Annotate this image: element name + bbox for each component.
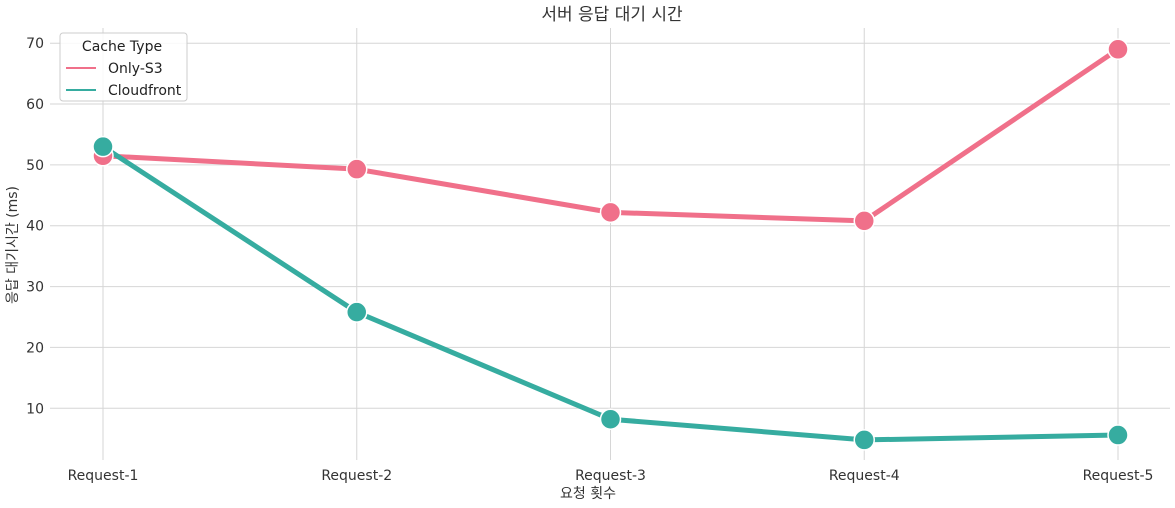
y-tick-label: 30 <box>26 280 44 296</box>
legend-label-only-s3: Only-S3 <box>108 61 163 77</box>
x-tick-label: Request-4 <box>829 468 900 484</box>
chart-title: 서버 응답 대기 시간 <box>541 5 683 25</box>
series-group <box>92 38 1129 451</box>
y-tick-label: 50 <box>26 158 44 174</box>
data-point-only-s3 <box>853 210 875 232</box>
data-point-cloudfront <box>92 135 114 158</box>
x-tick-label: Request-3 <box>575 468 646 484</box>
x-tick-label: Request-5 <box>1083 468 1154 484</box>
data-point-cloudfront <box>1107 424 1129 446</box>
legend-box <box>59 32 188 102</box>
data-point-cloudfront <box>346 301 368 323</box>
legend: Cache Type Only-S3 Cloudfront <box>59 32 188 102</box>
y-tick-label: 40 <box>26 219 44 235</box>
data-point-only-s3 <box>599 201 622 224</box>
x-tick-label: Request-2 <box>321 468 392 484</box>
x-tick-label: Request-1 <box>68 468 139 484</box>
legend-title: Cache Type <box>82 39 162 55</box>
data-point-cloudfront <box>599 408 622 430</box>
y-tick-label: 60 <box>26 97 44 113</box>
y-axis-label: 응답 대기시간 (ms) <box>5 186 21 304</box>
x-axis-label: 요청 횟수 <box>560 486 616 502</box>
y-tick-label: 10 <box>26 401 44 417</box>
data-point-only-s3 <box>1107 38 1129 61</box>
x-axis-ticks: Request-1 Request-2 Request-3 Request-4 Requ… <box>68 468 1154 484</box>
legend-label-cloudfront: Cloudfront <box>108 83 182 99</box>
grid <box>50 28 1170 460</box>
y-tick-label: 20 <box>26 340 44 356</box>
data-point-only-s3 <box>346 158 368 180</box>
data-point-cloudfront <box>853 429 875 451</box>
y-axis-ticks: 10 20 30 40 50 60 70 <box>26 36 44 417</box>
y-tick-label: 70 <box>26 36 44 52</box>
